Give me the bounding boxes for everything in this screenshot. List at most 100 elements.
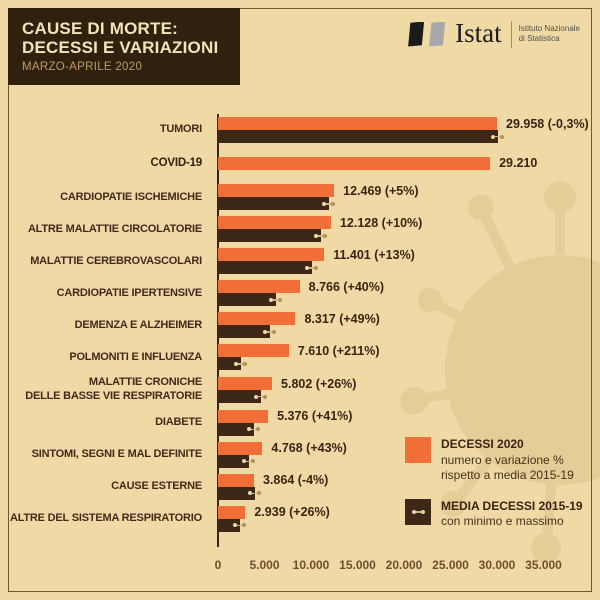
- bar-decessi-2020: 12.469 (+5%): [218, 184, 419, 198]
- value-label: 29.210: [499, 156, 538, 171]
- istat-tagline-line2: di Statistica: [518, 34, 560, 43]
- category-label: CAUSE ESTERNE: [111, 480, 202, 492]
- legend: DECESSI 2020 numero e variazione % rispe…: [405, 437, 595, 545]
- bar-decessi-2020: 12.128 (+10%): [218, 216, 422, 230]
- value-label: 5.802 (+26%): [281, 376, 357, 391]
- bar-group: 7.610 (+211%): [218, 344, 544, 371]
- value-label: 3.864 (-4%): [262, 473, 329, 488]
- bar-media-2015-19: [218, 293, 283, 307]
- istat-book-icon-dark: [408, 21, 425, 47]
- category-label: DIABETE: [155, 416, 202, 428]
- chart-row: CARDIOPATIE ISCHEMICHE 12.469 (+5%): [0, 184, 600, 211]
- category-label: CARDIOPATIE ISCHEMICHE: [60, 190, 202, 203]
- bar-media-2015-19: [218, 422, 260, 436]
- chart-row: POLMONITI E INFLUENZA 7.610 (+211%): [0, 344, 600, 371]
- bar-group: 5.802 (+26%): [218, 377, 544, 404]
- chart-row: DIABETE 5.376 (+41%): [0, 409, 600, 436]
- bar-media-2015-19: [218, 518, 246, 532]
- category-label: SINTOMI, SEGNI E MAL DEFINITE: [31, 448, 203, 460]
- category-label-line2: DELLE BASSE VIE RESPIRATORIE: [25, 390, 202, 403]
- category-label: DEMENZA E ALZHEIMER: [74, 318, 203, 331]
- page-title-line2: DECESSI E VARIAZIONI: [22, 38, 219, 58]
- value-label: 8.766 (+40%): [308, 279, 385, 294]
- bar-group: 29.210: [218, 156, 544, 170]
- legend-desc-media: con minimo e massimo: [441, 514, 564, 529]
- chart-row: SINTOMI, SEGNI E MAL DEFINITE 4.768 (+43%…: [0, 441, 600, 468]
- x-axis-tick: 0: [214, 558, 222, 572]
- bar-decessi-2020: 3.864 (-4%): [218, 473, 328, 487]
- category-label: ALTRE MALATTIE CIRCOLATORIE: [27, 222, 202, 235]
- minmax-link-icon: [415, 511, 421, 513]
- bar-media-2015-19: [218, 229, 327, 243]
- x-axis-tick: 5.000: [249, 558, 280, 572]
- page-subtitle: MARZO-APRILE 2020: [22, 61, 143, 74]
- legend-desc-2020-line1: numero e variazione %: [441, 452, 564, 467]
- chart-row: CAUSE ESTERNE 3.864 (-4%): [0, 473, 600, 500]
- chart-row: TUMORI 29.958 (-0,3%): [0, 117, 600, 143]
- x-axis: 0 5.000 10.000 15.000 20.000 25.000 30.000 35.0…: [0, 558, 600, 574]
- minmax-marker-icon: [253, 394, 267, 399]
- page-title-line1: CAUSE DI MORTE:: [22, 19, 178, 38]
- chart-row: DEMENZA E ALZHEIMER 8.317 (+49%): [0, 311, 600, 339]
- minmax-marker-icon: [233, 361, 247, 366]
- chart-row: ALTRE DEL SISTEMA RESPIRATORIO 2.939 (+26…: [0, 505, 600, 532]
- value-label: 4.768 (+43%): [271, 441, 347, 456]
- value-label: 2.939 (+26%): [254, 505, 330, 520]
- bar-group: 4.768 (+43%): [218, 441, 544, 468]
- max-dot-icon: [420, 509, 425, 514]
- bar-group: 12.469 (+5%): [218, 184, 544, 211]
- value-label: 11.401 (+13%): [333, 247, 415, 262]
- bar-media-2015-19: [218, 486, 262, 500]
- bar-group: 2.939 (+26%): [218, 505, 544, 532]
- value-label: 12.469 (+5%): [343, 183, 419, 198]
- bar-media-2015-19: [218, 357, 247, 371]
- bar-decessi-2020: 7.610 (+211%): [218, 344, 380, 358]
- bar-decessi-2020: 29.958 (-0,3%): [218, 117, 589, 131]
- minmax-marker-icon: [321, 201, 335, 206]
- bar-decessi-2020: 5.802 (+26%): [218, 377, 356, 391]
- minmax-marker-icon: [242, 459, 256, 464]
- chart-row: MALATTIE CRONICHE DELLE BASSE VIE RESPIRA…: [0, 376, 600, 404]
- logo-divider: [510, 20, 512, 48]
- value-label: 29.958 (-0,3%): [506, 116, 589, 131]
- category-label: TUMORI: [159, 123, 202, 136]
- value-label: 8.317 (+49%): [304, 311, 380, 326]
- istat-book-icon-gray: [429, 21, 446, 47]
- x-axis-tick: 25.000: [432, 558, 469, 572]
- chart-row: COVID-19 29.210: [0, 156, 600, 170]
- bar-media-2015-19: [218, 261, 318, 275]
- bar-decessi-2020: 4.768 (+43%): [218, 441, 347, 455]
- minmax-marker-icon: [248, 491, 262, 496]
- bar-media-2015-19: [218, 454, 256, 468]
- bar-media-2015-19: [218, 130, 504, 143]
- chart-row: ALTRE MALATTIE CIRCOLATORIE 12.128 (+10%): [0, 216, 600, 243]
- chart-row: CARDIOPATIE IPERTENSIVE 8.766 (+40%): [0, 279, 600, 307]
- bar-group: 29.958 (-0,3%): [218, 117, 589, 143]
- bar-group: 8.317 (+49%): [218, 311, 544, 339]
- legend-title-media: MEDIA DECESSI 2015-19: [441, 498, 583, 513]
- minmax-marker-icon: [313, 233, 327, 238]
- legend-swatch-2020: [405, 437, 431, 463]
- istat-logo-text: Istat: [455, 17, 502, 48]
- bar-decessi-2020: 11.401 (+13%): [218, 248, 415, 262]
- x-axis-tick: 10.000: [292, 558, 330, 572]
- legend-desc-2020-line2: rispetto a media 2015-19: [441, 468, 574, 483]
- bar-decessi-2020: 5.376 (+41%): [218, 409, 352, 423]
- minmax-marker-icon: [490, 134, 504, 139]
- header: CAUSE DI MORTE: DECESSI E VARIAZIONI MAR…: [8, 8, 240, 85]
- category-label: POLMONITI E INFLUENZA: [69, 350, 202, 363]
- bar-group: 3.864 (-4%): [218, 473, 544, 500]
- legend-title-2020: DECESSI 2020: [441, 437, 524, 451]
- x-axis-tick: 30.000: [478, 558, 516, 572]
- istat-logo: Istat Istituto Nazionale di Statistica: [408, 18, 580, 50]
- bar-decessi-2020: 29.210: [218, 156, 537, 170]
- legend-swatch-media: [405, 498, 431, 525]
- minmax-marker-icon: [262, 329, 276, 334]
- istat-tagline: Istituto Nazionale di Statistica: [519, 24, 580, 45]
- x-axis-tick: 35.000: [525, 558, 562, 572]
- legend-item-decessi-2020: DECESSI 2020 numero e variazione % rispe…: [405, 437, 595, 484]
- value-label: 5.376 (+41%): [277, 409, 353, 424]
- bar-group: 11.401 (+13%): [218, 248, 544, 275]
- bar-group: 12.128 (+10%): [218, 216, 544, 243]
